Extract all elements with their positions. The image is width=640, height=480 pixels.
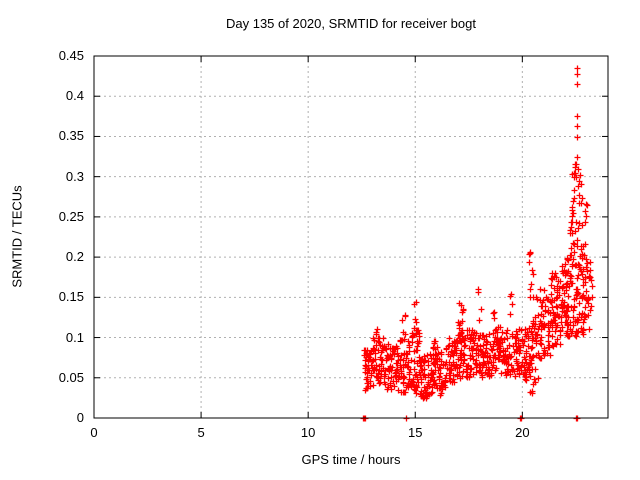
y-tick-label: 0.2 <box>65 249 84 265</box>
x-tick-label: 5 <box>197 425 205 440</box>
y-axis-label: SRMTID / TECUs <box>9 185 25 288</box>
y-tick-label: 0.25 <box>58 208 84 224</box>
y-tick-label: 0 <box>76 410 84 425</box>
y-tick-label: 0.05 <box>58 369 84 385</box>
plot-border <box>93 55 609 419</box>
y-tick-label: 0.4 <box>65 88 84 104</box>
x-tick-label: 20 <box>515 425 530 440</box>
plot-area <box>93 55 609 422</box>
scatter-points <box>360 65 596 422</box>
y-tick-label: 0.3 <box>65 168 84 184</box>
x-tick-label: 0 <box>90 425 98 440</box>
y-tick-label: 0.35 <box>58 128 84 144</box>
x-tick-label: 15 <box>408 425 423 440</box>
y-tick-label: 0.45 <box>58 48 84 63</box>
y-tick-label: 0.15 <box>58 289 84 305</box>
x-tick-label: 10 <box>300 425 316 440</box>
y-tick-label: 0.1 <box>65 329 84 345</box>
grid-lines <box>94 56 608 418</box>
x-axis-label: GPS time / hours <box>301 452 401 467</box>
plot-canvas <box>93 55 609 422</box>
chart-title: Day 135 of 2020, SRMTID for receiver bog… <box>225 16 476 31</box>
